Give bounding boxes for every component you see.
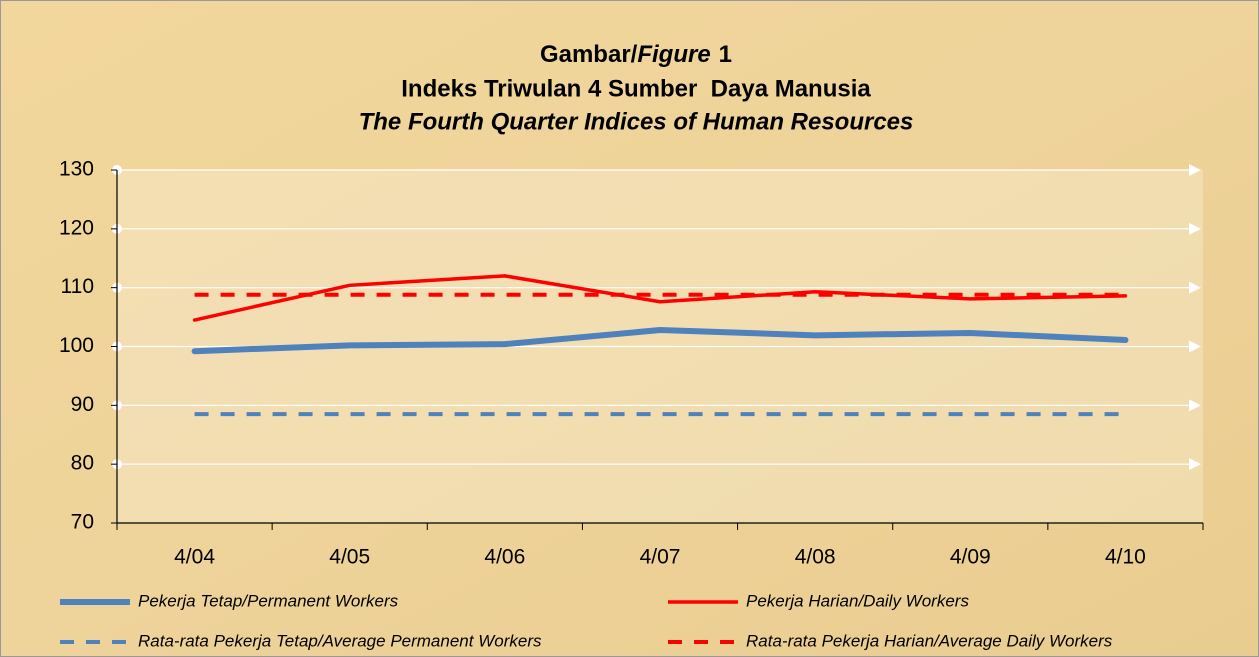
x-tick-label: 4/04 <box>174 546 215 569</box>
x-tick-label: 4/07 <box>640 546 681 569</box>
chart-title: Indeks Triwulan 4 Sumber Daya Manusia <box>401 75 871 102</box>
y-tick-label: 130 <box>59 158 94 181</box>
grid-arrow <box>1189 399 1201 412</box>
grid-arrow <box>1189 281 1201 294</box>
figure-label-en: Figure <box>637 41 710 68</box>
chart-subtitle: The Fourth Quarter Indices of Human Reso… <box>359 108 914 135</box>
series-line <box>192 274 1128 322</box>
x-tick-label: 4/08 <box>795 546 836 569</box>
grid-arrow <box>1189 164 1201 176</box>
grid-arrow <box>1189 458 1201 471</box>
legend-label: Rata-rata Pekerja Harian/Average Daily W… <box>746 631 1113 650</box>
legend-label: Pekerja Tetap/Permanent Workers <box>138 591 399 610</box>
y-tick-label: 80 <box>71 452 94 475</box>
y-tick-label: 90 <box>71 393 94 416</box>
x-tick-label: 4/10 <box>1105 546 1146 569</box>
figure-label: Gambar/Figure 1 <box>540 41 732 68</box>
grid-arrow <box>1189 340 1201 353</box>
legend-label: Pekerja Harian/Daily Workers <box>746 591 969 610</box>
y-tick-label: 70 <box>71 511 94 534</box>
grid-arrow <box>1189 222 1201 235</box>
figure-number: 1 <box>719 41 732 68</box>
x-tick-label: 4/06 <box>484 546 525 569</box>
y-tick-label: 100 <box>59 334 94 357</box>
y-tick-label: 120 <box>59 216 94 239</box>
figure-label-id: Gambar/ <box>540 41 638 68</box>
series-line <box>191 327 1129 355</box>
x-tick-label: 4/09 <box>950 546 991 569</box>
x-tick-label: 4/05 <box>329 546 370 569</box>
y-tick-label: 110 <box>61 275 94 298</box>
legend-label: Rata-rata Pekerja Tetap/Average Permanen… <box>138 631 542 650</box>
